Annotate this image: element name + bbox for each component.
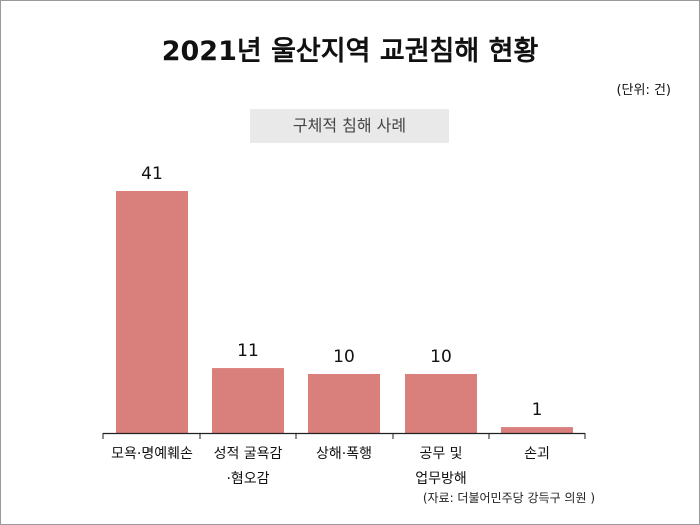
bar-4 <box>405 373 477 433</box>
category-labels-group: 모욕·명예훼손 성적 굴욕감 ·혐오감 상해·폭행 공무 및 업무방해 손괴 <box>111 446 550 487</box>
data-label-4: 10 <box>430 347 452 367</box>
bars-group <box>116 191 573 433</box>
bar-2 <box>212 368 284 433</box>
unit-label: (단위: 건) <box>616 83 671 98</box>
data-label-5: 1 <box>532 400 543 420</box>
x-axis <box>102 432 586 439</box>
bar-3 <box>308 373 380 433</box>
data-label-2: 11 <box>237 341 259 361</box>
category-label-1: 모욕·명예훼손 <box>111 446 193 462</box>
data-label-3: 10 <box>333 347 355 367</box>
category-label-4: 공무 및 업무방해 <box>415 446 467 487</box>
source-note: (자료: 더불어민주당 강득구 의원 ) <box>422 491 595 505</box>
chart-subtitle: 구체적 침해 사례 <box>250 109 449 143</box>
category-label-2: 성적 굴욕감 ·혐오감 <box>214 446 283 487</box>
data-label-1: 41 <box>141 164 163 184</box>
bar-5 <box>501 427 573 433</box>
category-label-5: 손괴 <box>524 446 550 462</box>
category-label-3: 상해·폭행 <box>316 446 372 462</box>
value-labels-group: 41 11 10 10 1 <box>141 164 542 420</box>
bar-1 <box>116 191 188 433</box>
chart-title: 2021년 울산지역 교권침해 현황 <box>161 36 539 67</box>
